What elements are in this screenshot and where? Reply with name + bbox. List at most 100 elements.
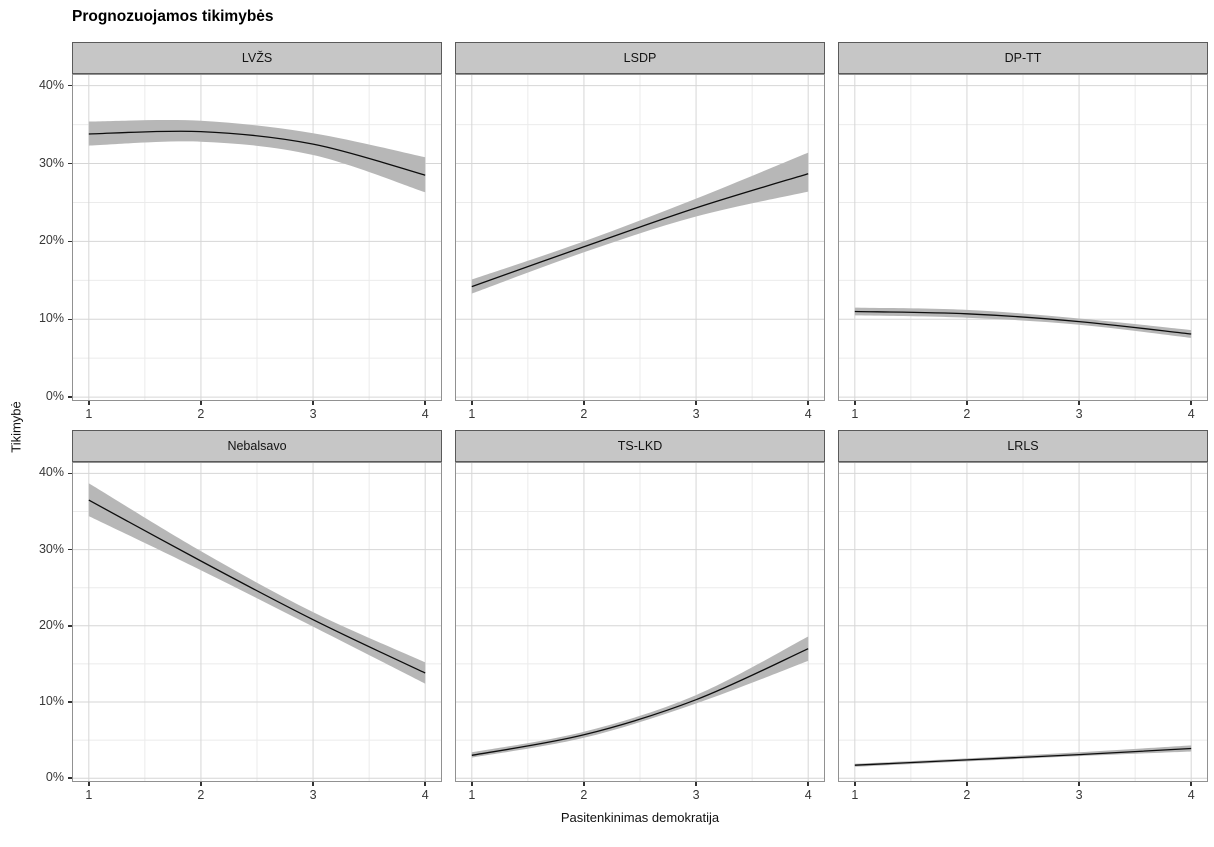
facet-strip-lvžs: LVŽS [72,42,442,74]
trend-line [854,747,1192,766]
y-tick-mark [67,777,72,779]
x-tick-mark [88,401,90,405]
y-tick-mark [67,625,72,627]
x-tick-mark [1190,782,1192,786]
x-tick-label: 2 [963,788,971,802]
x-tick-mark [1190,401,1192,405]
y-tick-label: 10% [38,311,64,326]
x-tick-label: 3 [692,788,700,802]
facet-strip-dp-tt: DP-TT [838,42,1208,74]
x-tick-label: 3 [1075,407,1083,421]
y-tick-label: 30% [38,155,64,170]
panel-border [838,74,1208,401]
facet-label: LVŽS [241,51,273,65]
facet-chart-nebalsavo [72,462,442,782]
y-tick-label: 0% [45,389,64,404]
x-tick-label: 1 [85,788,93,802]
trend-line [88,499,426,674]
x-tick-mark [312,401,314,405]
x-tick-label: 1 [468,788,476,802]
x-tick-label: 3 [692,407,700,421]
facet-panel-lsdp: 1 2 3 4 [455,74,825,421]
facet-panel-dp-tt: 1 2 3 4 [838,74,1208,421]
x-tick-mark [583,401,585,405]
x-tick-mark [88,782,90,786]
ci-ribbon [854,307,1192,338]
y-tick-mark [67,701,72,703]
facet-label: LRLS [1007,439,1039,453]
y-tick-label: 20% [38,617,64,632]
y-tick-label: 0% [45,770,64,785]
x-tick-mark [1078,782,1080,786]
x-tick-label: 2 [580,788,588,802]
facet-panel-ts-lkd: 1 2 3 4 [455,462,825,802]
x-tick-label: 4 [1187,407,1195,421]
x-tick-label: 4 [421,407,429,421]
x-tick-mark [200,782,202,786]
x-tick-label: 2 [197,788,205,802]
x-tick-mark [966,782,968,786]
x-tick-label: 4 [804,407,812,421]
x-tick-label: 2 [963,407,971,421]
x-tick-mark [471,401,473,405]
x-tick-mark [854,782,856,786]
panel-border [838,462,1208,782]
y-tick-mark [67,84,72,87]
y-tick-label: 30% [38,541,64,556]
x-tick-mark [424,782,426,786]
x-tick-mark [695,782,697,786]
facet-chart-lrls [838,462,1208,782]
x-tick-mark [807,401,809,405]
x-tick-mark [200,401,202,405]
x-tick-label: 2 [197,407,205,421]
x-tick-mark [583,782,585,786]
x-tick-mark [807,782,809,786]
facet-strip-ts-lkd: TS-LKD [455,430,825,462]
y-tick-label: 10% [38,694,64,708]
x-tick-label: 4 [1187,788,1195,802]
facet-strip-lsdp: LSDP [455,42,825,74]
x-tick-mark [695,401,697,405]
facet-chart-lsdp [455,74,825,401]
x-tick-label: 3 [1075,788,1083,802]
y-tick-mark [67,472,72,475]
y-tick-mark [67,548,72,551]
y-axis-title: Tikimybė [8,401,24,453]
x-tick-label: 4 [804,788,812,802]
facet-strip-lrls: LRLS [838,430,1208,462]
x-tick-label: 1 [468,407,476,421]
x-tick-mark [1078,401,1080,405]
x-tick-label: 3 [309,407,317,421]
x-tick-label: 2 [580,407,588,421]
y-tick-label: 40% [38,465,64,480]
facet-chart-ts-lkd [455,462,825,782]
trend-line [471,173,809,288]
x-tick-mark [966,401,968,405]
facet-label: LSDP [623,51,657,65]
facet-label: DP-TT [1004,51,1042,65]
y-tick-label: 20% [38,233,64,248]
x-axis-title: Pasitenkinimas demokratija [560,810,720,825]
x-tick-mark [424,401,426,405]
trend-line [88,130,426,176]
x-tick-label: 1 [851,788,859,802]
panel-border [455,74,825,401]
x-tick-label: 3 [309,788,317,802]
ci-ribbon [471,152,809,294]
facet-chart-lvžs [72,74,442,401]
panel-border [455,462,825,782]
x-tick-mark [854,401,856,405]
y-tick-mark [67,240,72,243]
x-tick-mark [312,782,314,786]
facet-panel-lvžs: 1 2 3 4 40% 30% 20% 10% 0% [39,74,442,421]
ci-ribbon [88,120,426,193]
y-tick-mark [67,396,72,398]
y-tick-label: 40% [38,77,64,92]
y-tick-mark [67,162,72,165]
panel-border [72,74,442,401]
facet-strip-nebalsavo: Nebalsavo [72,430,442,462]
facet-panel-lrls: 1 2 3 4 [838,462,1208,802]
trend-line [471,648,809,756]
facet-label: Nebalsavo [227,439,287,453]
